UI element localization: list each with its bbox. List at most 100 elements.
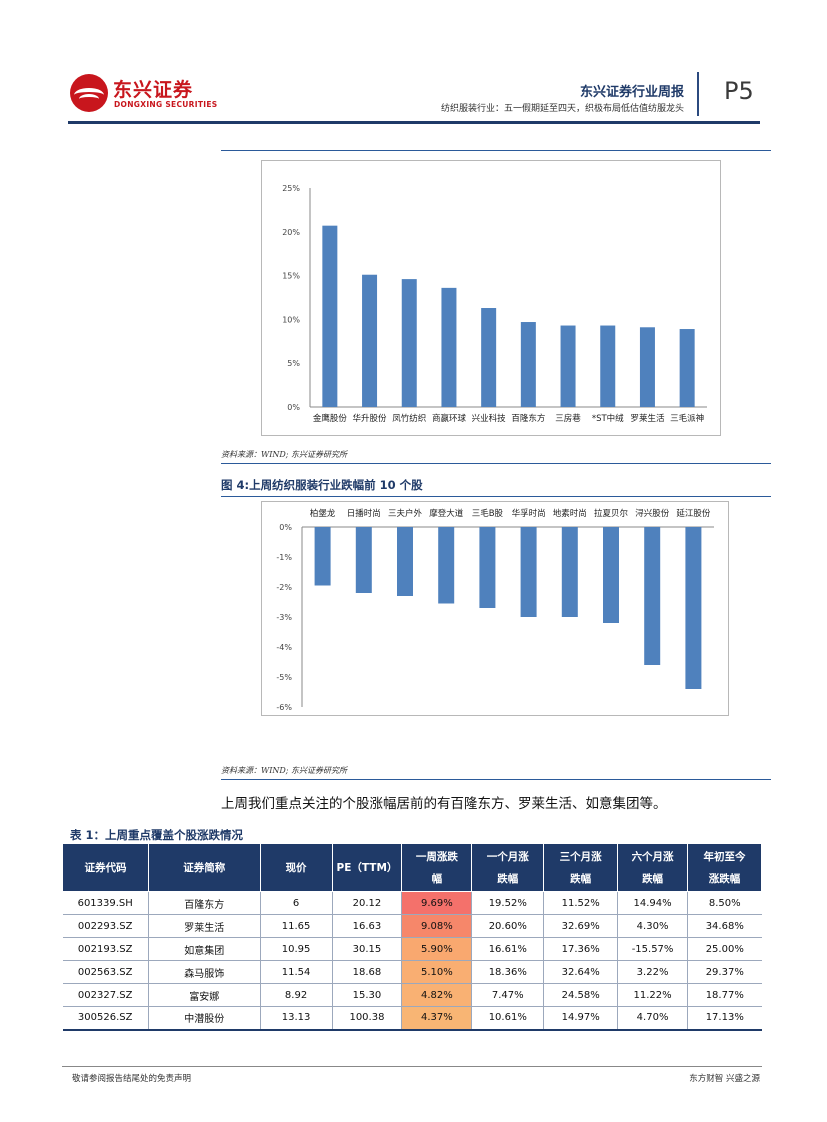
table-row: 601339.SH 百隆东方 6 20.12 9.69% 19.52% 11.52% 14.9…: [62, 891, 762, 915]
bar: [397, 527, 413, 596]
table-cell: 8.50%: [687, 891, 762, 915]
header-rule: [68, 121, 760, 124]
y-tick-label: 0%: [287, 403, 300, 412]
x-tick-label: 罗莱生活: [630, 413, 665, 424]
x-tick-label: 日播时尚: [347, 508, 381, 519]
x-tick-label: 拉夏贝尔: [594, 508, 629, 519]
table-cell: 17.36%: [543, 937, 618, 961]
bar: [644, 527, 661, 665]
figure-rule-2: [221, 779, 771, 780]
x-tick-label: 商赢环球: [432, 413, 467, 424]
x-tick-label: 三房巷: [555, 413, 581, 424]
footer-slogan: 东方财智 兴盛之源: [689, 1074, 760, 1084]
table-cell: 森马服饰: [147, 960, 261, 984]
table-cell: 18.68: [331, 960, 402, 984]
table-header-row: 证券代码 证券简称 现价 PE（TTM） 一周涨跌幅一个月涨 跌幅 三个月涨 跌幅 六个月涨 跌幅…: [62, 843, 762, 892]
table-cell: 罗莱生活: [147, 914, 261, 938]
x-tick-label: 华孚时尚: [512, 508, 546, 519]
table-cell: 11.22%: [617, 983, 688, 1007]
table-row: 002293.SZ 罗莱生活 11.65 16.63 9.08% 20.60% 32.69%…: [62, 914, 762, 938]
table-cell: 3.22%: [617, 960, 688, 984]
table-cell: 中潜股份: [147, 1006, 261, 1031]
table-row: 300526.SZ 中潜股份 13.13 100.38 4.37% 10.61% 14.97…: [62, 1006, 762, 1031]
figure-top-rule: [221, 150, 771, 151]
table-cell: 20.12: [331, 891, 402, 915]
table-row: 002327.SZ 富安娜 8.92 15.30 4.82% 7.47% 24.58% 11.…: [62, 983, 762, 1007]
bar: [314, 527, 331, 586]
x-tick-label: 柏堡龙: [310, 508, 336, 519]
page-number: P5: [724, 77, 754, 105]
report-subtitle: 纺织服装行业：五一假期延至四天，织极布局低估值纺服龙头: [440, 104, 684, 114]
bar: [520, 322, 536, 407]
x-tick-label: 浔兴股份: [635, 508, 670, 519]
table-cell: 25.00%: [687, 937, 762, 961]
bar: [481, 308, 497, 407]
chart-top-gainers-svg: 0% 5% 10% 15% 20% 25% 金鹰股份 华升股份 凤竹纺织 商赢环球 兴业科技 百隆东方…: [282, 184, 707, 424]
x-tick-label: 延江股份: [676, 508, 711, 519]
figure-rule-1: [221, 463, 771, 464]
y-tick-label: -1%: [276, 553, 292, 562]
table-cell: 002293.SZ: [62, 914, 149, 938]
table-cell: 9.08%: [401, 914, 472, 938]
table-cell: 4.37%: [401, 1006, 472, 1031]
table-cell: 100.38: [331, 1006, 402, 1031]
bar: [441, 287, 457, 407]
table-cell: 18.77%: [687, 983, 762, 1007]
y-tick-label: -6%: [276, 703, 292, 712]
chart-top-losers-svg: 0% -1% -2% -3% -4% -5% -6% 柏堡龙 日播时尚 三夫户外 摩登大道 三毛B股华…: [276, 508, 714, 712]
table-cell: 7.47%: [471, 983, 544, 1007]
y-tick-label: 0%: [279, 523, 292, 532]
x-tick-label: 三夫户外: [388, 508, 423, 519]
table-row: 002193.SZ 如意集团 10.95 30.15 5.90% 16.61% 17.36%…: [62, 937, 762, 961]
report-title: 东兴证券行业周报: [579, 85, 684, 100]
table-header-cell: 一个月涨 跌幅: [471, 843, 545, 892]
table-cell: 29.37%: [687, 960, 762, 984]
figure-caption-rule: [221, 496, 771, 497]
y-tick-label: -5%: [276, 673, 292, 682]
logo-mark-icon: [70, 74, 108, 112]
bar: [603, 527, 619, 623]
y-tick-label: -4%: [276, 643, 292, 652]
table-cell: 8.92: [259, 983, 332, 1007]
footer-rule: [62, 1066, 762, 1067]
table-cell: 002327.SZ: [62, 983, 149, 1007]
y-tick-label: -3%: [276, 613, 292, 622]
table-cell: 34.68%: [687, 914, 762, 938]
y-tick-label: 15%: [282, 272, 300, 281]
table-cell: 4.70%: [617, 1006, 688, 1031]
figure-source-1: 资料来源：WIND; 东兴证券研究所: [221, 450, 348, 459]
stock-performance-table: 证券代码 证券简称 现价 PE（TTM） 一周涨跌幅一个月涨 跌幅 三个月涨 跌幅 六个月涨 跌幅…: [62, 843, 762, 1031]
bar: [401, 279, 417, 407]
body-paragraph: 上周我们重点关注的个股涨幅居前的有百隆东方、罗莱生活、如意集团等。: [221, 796, 667, 812]
table-cell: 11.65: [259, 914, 332, 938]
table-cell: 32.69%: [543, 914, 618, 938]
bar: [355, 527, 372, 593]
table-cell: 601339.SH: [62, 891, 149, 915]
x-tick-label: 兴业科技: [472, 413, 507, 424]
y-tick-label: 20%: [282, 228, 300, 237]
footer-disclaimer: 敬请参阅报告结尾处的免责声明: [72, 1074, 192, 1084]
table-cell: 5.90%: [401, 937, 472, 961]
bar: [322, 225, 338, 407]
x-tick-label: 地素时尚: [553, 508, 587, 519]
bar: [600, 325, 616, 407]
table-cell: 如意集团: [147, 937, 261, 961]
bar: [685, 527, 702, 689]
bar: [520, 527, 537, 617]
table-cell: 002193.SZ: [62, 937, 149, 961]
x-tick-label: 华升股份: [353, 413, 388, 424]
table-cell: 16.61%: [471, 937, 544, 961]
x-tick-label: 金鹰股份: [313, 413, 348, 424]
table-cell: 14.94%: [617, 891, 688, 915]
bar: [438, 527, 455, 604]
table-caption: 表 1：上周重点覆盖个股涨跌情况: [70, 828, 244, 842]
table-cell: -15.57%: [617, 937, 688, 961]
table-cell: 9.69%: [401, 891, 472, 915]
table-cell: 11.52%: [543, 891, 618, 915]
logo-name: 东兴证券: [113, 79, 194, 101]
x-tick-label: 三毛B股: [472, 508, 504, 519]
table-header-cell: 证券简称: [147, 843, 261, 892]
table-cell: 18.36%: [471, 960, 544, 984]
table-header-cell: 六个月涨 跌幅: [617, 843, 689, 892]
table-cell: 20.60%: [471, 914, 544, 938]
